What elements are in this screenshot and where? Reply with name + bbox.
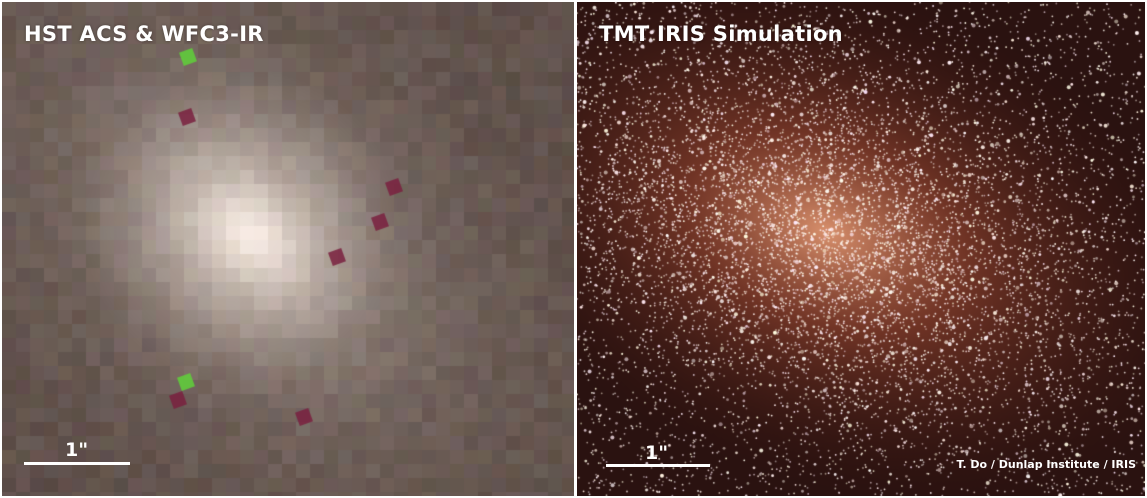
hst-scale-label: 1" bbox=[65, 439, 89, 461]
tmt-simulated-star-field bbox=[577, 2, 1145, 496]
tmt-scale-bar bbox=[606, 464, 710, 467]
hst-scale-bar bbox=[24, 462, 130, 465]
image-credit: T. Do / Dunlap Institute / IRIS bbox=[956, 458, 1136, 471]
hst-galaxy-image bbox=[2, 2, 574, 496]
hst-image-panel: HST ACS & WFC3-IR 1" bbox=[2, 2, 574, 496]
tmt-panel-title: TMT IRIS Simulation bbox=[599, 22, 843, 46]
tmt-image-panel: TMT IRIS Simulation 1" T. Do / Dunlap In… bbox=[577, 2, 1145, 496]
hst-panel-title: HST ACS & WFC3-IR bbox=[24, 22, 264, 46]
tmt-scale-label: 1" bbox=[645, 442, 669, 464]
